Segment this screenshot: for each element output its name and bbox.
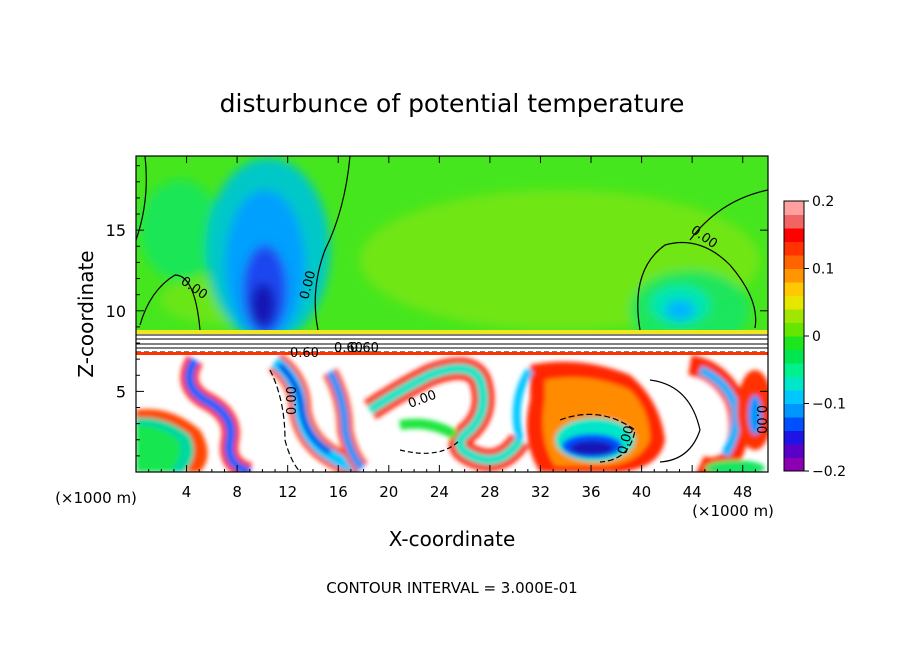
cold-core <box>570 441 614 455</box>
x-unit-right: (×1000 m) <box>692 502 774 520</box>
contour-label: 0.00 <box>753 405 768 434</box>
interface-band <box>136 330 768 334</box>
colorbar-swatch <box>784 363 804 377</box>
colorbar-tick-label: 0 <box>812 329 821 345</box>
colorbar-swatch <box>784 295 804 310</box>
colorbar <box>784 201 804 472</box>
cool-eddy <box>705 460 765 472</box>
cold-streak <box>326 370 366 471</box>
x-tick-label: 12 <box>278 483 297 501</box>
colorbar-swatch <box>784 444 804 458</box>
warm-crest <box>367 363 525 465</box>
colorbar-tick-label: 0.2 <box>812 194 834 210</box>
y-tick-label: 5 <box>116 382 126 401</box>
y-tick-label: 10 <box>106 302 126 321</box>
contour-lines <box>136 156 768 472</box>
colorbar-tick-label: −0.2 <box>812 464 846 480</box>
cold-streak <box>512 367 534 441</box>
x-tick-label: 48 <box>733 483 752 501</box>
x-axis-label: X-coordinate <box>389 527 516 551</box>
contour-label: 0.60 <box>290 346 319 361</box>
colorbar-swatch <box>784 241 804 256</box>
cold-streak <box>399 418 458 440</box>
cool-eddy <box>748 395 762 435</box>
y-axis: 5 10 15 <box>106 165 768 457</box>
x-tick-label: 28 <box>480 483 499 501</box>
x-tick-label: 32 <box>531 483 550 501</box>
colorbar-tick-label: 0.1 <box>812 262 834 278</box>
colorbar-swatch <box>784 390 804 404</box>
colorbar-swatch <box>784 430 804 445</box>
colorbar-swatch <box>784 336 804 350</box>
cold-streak <box>184 357 252 472</box>
colorbar-swatch <box>784 309 804 323</box>
x-tick-label: 8 <box>232 483 242 501</box>
x-tick-label: 44 <box>683 483 702 501</box>
colorbar-swatch <box>784 322 804 337</box>
plot-area <box>136 156 768 472</box>
cold-plume <box>665 300 695 320</box>
colorbar-swatch <box>784 376 804 391</box>
x-axis: 4 8 12 16 20 24 28 32 36 40 44 48 <box>148 156 756 501</box>
x-unit-left: (×1000 m) <box>55 489 137 507</box>
cold-streak <box>698 365 741 458</box>
x-tick-label: 20 <box>379 483 398 501</box>
colorbar-swatch <box>784 457 804 472</box>
y-tick-label: 15 <box>106 221 126 240</box>
colorbar-swatch <box>784 201 804 215</box>
x-tick-label: 36 <box>581 483 600 501</box>
colorbar-swatch <box>784 228 804 242</box>
colorbar-swatch <box>784 214 804 229</box>
colorbar-swatch <box>784 403 804 418</box>
contour-label: 0.00 <box>297 269 319 301</box>
cool-eddy <box>136 425 181 472</box>
colorbar-swatch <box>784 255 804 269</box>
colorbar-swatch <box>784 268 804 283</box>
contour-label: 0.00 <box>285 386 300 415</box>
colorbar-ticks: 0.2 0.1 0 −0.1 −0.2 <box>804 194 846 480</box>
cold-plume <box>251 283 275 327</box>
cool-patch <box>140 180 220 280</box>
contour-label: 0.60 <box>350 341 379 356</box>
x-tick-label: 4 <box>182 483 192 501</box>
contour-label: 0.00 <box>615 424 637 456</box>
chart-title: disturbunce of potential temperature <box>220 89 685 118</box>
colorbar-tick-label: −0.1 <box>812 397 846 413</box>
y-axis-label: Z-coordinate <box>74 250 98 377</box>
interface-band <box>136 334 768 352</box>
cold-streak <box>278 363 332 455</box>
colorbar-swatch <box>784 282 804 296</box>
x-tick-label: 16 <box>329 483 348 501</box>
x-tick-label: 40 <box>632 483 651 501</box>
contour-label: 0.60 <box>334 341 363 356</box>
interface-band <box>136 352 768 355</box>
contour-interval: CONTOUR INTERVAL = 3.000E-01 <box>326 579 577 597</box>
colorbar-swatch <box>784 349 804 364</box>
colorbar-swatch <box>784 417 804 431</box>
x-tick-label: 24 <box>430 483 449 501</box>
